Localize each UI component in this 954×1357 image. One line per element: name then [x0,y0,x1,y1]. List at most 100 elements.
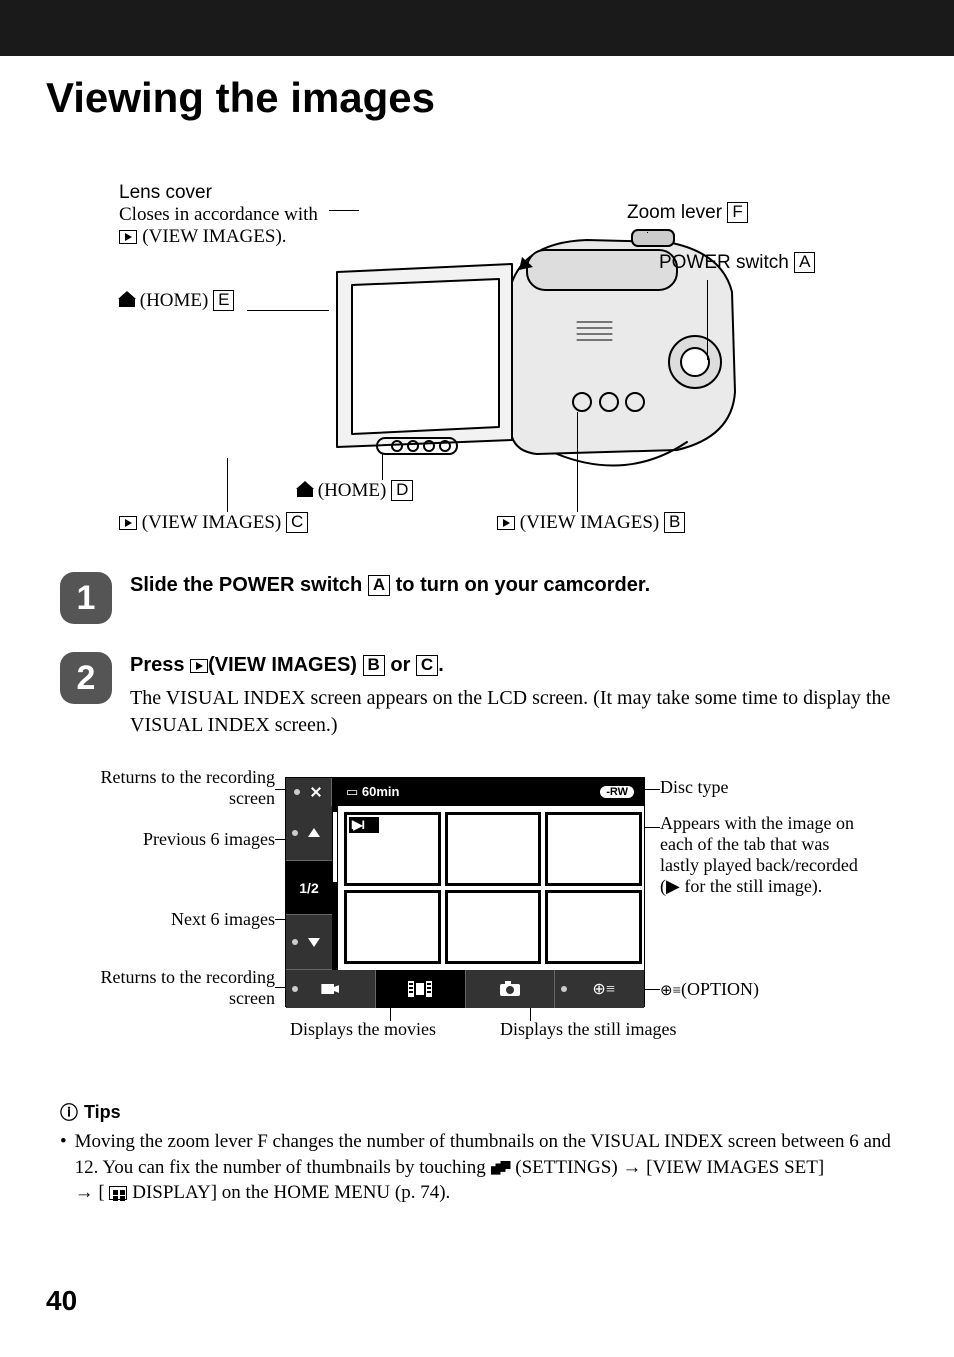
camcorder-diagram: Lens cover Closes in accordance with (VI… [67,182,887,542]
step1-suffix: to turn on your camcorder. [390,574,650,596]
disc-type-badge: -RW [600,786,634,798]
callout-zoom-lever: Zoom lever F [627,202,748,224]
step-1: 1 Slide the POWER switch A to turn on yo… [60,572,894,624]
leader-line [577,412,578,512]
leader-line [390,1007,391,1021]
label-next6: Next 6 images [90,909,275,930]
home-d-letter: D [391,480,413,501]
display-icon [109,1186,127,1200]
lcd-screen: ▭ 60min -RW 1/2 [285,777,645,1007]
thumbnail[interactable] [344,812,441,886]
step1-prefix: Slide the POWER switch [130,574,368,596]
home-e-letter: E [213,290,234,311]
arrow-icon: → [622,1157,641,1178]
view-c-letter: C [286,512,308,533]
top-black-band [0,0,954,56]
leader-line [227,458,228,512]
settings-icon [491,1161,511,1175]
callout-power-switch: POWER switch A [659,252,815,274]
lens-cover-line2: Closes in accordance with [119,204,318,225]
leader-line [530,1007,531,1021]
arrow-icon: → [75,1182,94,1203]
visual-index-figure: Returns to the recording screen Previous… [90,767,850,1057]
home-icon [297,483,313,497]
leader-line [707,280,708,360]
play-icon [497,516,515,530]
thumbnail[interactable] [445,812,542,886]
tips-display-open: [ [98,1182,104,1203]
lcd-bottom-bar: ⊕≡ [286,970,644,1008]
label-appears: Appears with the image on each of the ta… [660,813,860,897]
option-button[interactable]: ⊕≡ [555,970,644,1008]
play-icon [119,516,137,530]
callout-view-c: (VIEW IMAGES) C [119,512,308,534]
label-disc-type: Disc type [660,777,728,798]
step-number-1: 1 [60,572,112,624]
lcd-mid: 1/2 [286,806,644,970]
label-movies: Displays the movies [290,1019,436,1040]
leader-line [329,210,359,211]
still-images-tab[interactable] [466,970,556,1008]
view-b-label: (VIEW IMAGES) [520,512,660,533]
lcd-top-bar: ▭ 60min -RW [286,778,644,806]
step-2: 2 Press (VIEW IMAGES) B or C. The VISUAL… [60,652,894,739]
play-icon [190,659,208,673]
label-prev6: Previous 6 images [90,829,275,850]
step2-letter-c: C [416,655,438,676]
step2-mid: (VIEW IMAGES) [208,654,362,676]
lens-cover-line3: (VIEW IMAGES). [142,226,286,247]
thumbnail[interactable] [545,812,642,886]
movies-tab[interactable] [376,970,466,1008]
tips-section: ⓘ Tips Moving the zoom lever F changes t… [60,1099,894,1206]
tips-settings: (SETTINGS) [515,1157,622,1178]
tips-heading: ⓘ Tips [60,1099,894,1125]
step2-end: . [438,654,444,676]
zoom-lever-label: Zoom lever [627,202,722,223]
play-icon [119,230,137,244]
power-switch-label: POWER switch [659,252,789,273]
leader-line [382,454,383,480]
thumbnail[interactable] [344,890,441,964]
battery-indicator: ▭ 60min [346,784,399,800]
callout-home-d: (HOME) D [297,480,413,502]
battery-text: 60min [362,784,400,799]
thumbnail-grid [338,806,644,970]
step2-or: or [385,654,416,676]
step2-prefix: Press [130,654,190,676]
tips-viewset: [VIEW IMAGES SET] [646,1157,824,1178]
step2-body: The VISUAL INDEX screen appears on the L… [130,685,894,739]
lcd-close-button[interactable] [286,778,332,806]
steps-list: 1 Slide the POWER switch A to turn on yo… [60,572,894,739]
step1-letter: A [368,575,390,596]
callout-lens-cover: Lens cover Closes in accordance with (VI… [119,182,379,248]
home-e-label: (HOME) [140,290,209,311]
home-icon [119,293,135,307]
camera-icon [499,981,521,997]
next-page-button[interactable] [286,915,332,970]
step2-letter-b: B [363,655,385,676]
home-d-label: (HOME) [318,480,387,501]
tips-display: DISPLAY] on the HOME MENU (p. 74). [132,1182,450,1203]
page-title: Viewing the images [46,74,954,122]
label-return-bot: Returns to the recording screen [90,967,275,1009]
lcd-side-controls: 1/2 [286,806,332,970]
step-number-2: 2 [60,652,112,704]
label-option: ⊕≡(OPTION) [660,979,759,1000]
zoom-lever-letter: F [727,202,747,223]
return-recording-button[interactable] [286,970,376,1008]
page-counter: 1/2 [286,861,332,916]
view-b-letter: B [664,512,685,533]
film-icon [406,979,434,999]
prev-page-button[interactable] [286,806,332,861]
bulb-icon: ⓘ [60,1099,78,1125]
page-number: 40 [46,1285,77,1317]
callout-view-b: (VIEW IMAGES) B [497,512,685,534]
thumbnail[interactable] [445,890,542,964]
tips-body: Moving the zoom lever F changes the numb… [60,1129,894,1206]
leader-line [647,232,648,233]
callout-home-e: (HOME) E [119,290,234,312]
label-option-text: (OPTION) [681,979,759,999]
thumbnail[interactable] [545,890,642,964]
label-stills: Displays the still images [500,1019,676,1040]
lens-cover-line1: Lens cover [119,182,212,203]
